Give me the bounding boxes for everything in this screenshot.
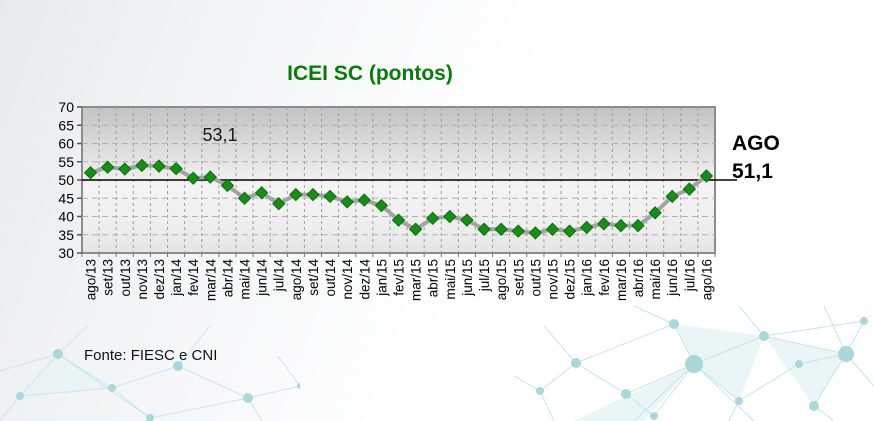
data-point-fev/14: [186, 171, 200, 185]
data-point-mar/14: [203, 170, 218, 184]
x-axis-label: ago/13: [84, 259, 99, 300]
x-axis-label: abr/16: [631, 259, 646, 297]
x-axis-label: jun/14: [255, 259, 270, 297]
x-axis-label: fev/14: [186, 259, 201, 296]
x-axis-label: jan/16: [580, 259, 595, 297]
data-point-fev/16: [597, 217, 611, 231]
latest-value: 51,1: [732, 160, 773, 183]
x-axis-label: out/13: [118, 259, 133, 297]
x-axis-label: out/14: [323, 259, 338, 297]
data-point-jan/15: [374, 198, 389, 213]
data-point-out/13: [118, 162, 132, 176]
x-axis-label: mai/14: [238, 259, 253, 300]
x-axis-label: mai/15: [443, 259, 458, 300]
y-axis-label: 50: [58, 172, 74, 188]
x-axis-label: mar/16: [614, 259, 629, 301]
data-point-nov/14: [340, 195, 354, 209]
annotation-53-1: 53,1: [202, 125, 238, 145]
x-axis-label: jan/14: [169, 259, 184, 297]
data-point-jul/14: [272, 197, 286, 211]
data-point-mai/15: [443, 209, 457, 224]
x-axis-label: out/15: [528, 259, 543, 297]
data-point-jan/14: [169, 161, 183, 176]
data-point-fev/15: [391, 213, 406, 227]
x-axis-label: ago/14: [289, 259, 304, 301]
y-axis-label: 35: [58, 227, 74, 243]
data-point-dez/14: [357, 193, 371, 207]
x-axis-label: fev/16: [597, 259, 612, 296]
data-point-set/14: [306, 187, 320, 202]
data-point-jun/15: [460, 213, 474, 227]
x-axis-label: abr/14: [220, 259, 235, 298]
x-axis-label: mar/15: [409, 259, 424, 301]
data-point-ago/14: [289, 187, 303, 202]
x-axis-label: dez/14: [357, 259, 372, 300]
data-point-mai/16: [648, 206, 662, 220]
data-point-set/13: [100, 160, 115, 174]
x-axis-label: nov/15: [545, 259, 560, 300]
source-note: Fonte: FIESC e CNI: [84, 347, 218, 364]
x-axis-label: dez/15: [563, 259, 578, 300]
latest-month-label: AGO: [732, 132, 780, 155]
x-axis-label: mai/16: [648, 259, 663, 300]
x-axis-label: abr/15: [426, 259, 441, 297]
x-axis-label: jun/16: [665, 259, 680, 297]
x-axis-label: jun/15: [460, 259, 475, 297]
y-axis-label: 40: [58, 209, 74, 225]
data-point-ago/13: [83, 165, 98, 180]
y-axis-label: 30: [58, 245, 74, 261]
x-axis-label: jul/15: [477, 259, 492, 292]
x-axis-label: jul/16: [682, 259, 697, 292]
data-point-mar/15: [408, 222, 423, 236]
x-axis-label: nov/13: [135, 259, 150, 300]
data-point-mar/16: [614, 218, 628, 233]
y-axis-label: 65: [58, 117, 74, 133]
data-point-abr/14: [220, 178, 235, 193]
data-point-set/15: [511, 224, 525, 238]
x-axis-label: jan/15: [374, 259, 389, 297]
y-axis-label: 45: [58, 190, 74, 206]
data-point-mai/14: [237, 191, 252, 205]
x-axis-label: ago/16: [699, 259, 714, 300]
data-point-jan/16: [579, 220, 594, 235]
data-point-nov/15: [545, 222, 560, 236]
data-point-out/14: [323, 189, 337, 204]
data-point-abr/16: [631, 218, 645, 233]
x-axis-label: jul/14: [272, 259, 287, 293]
x-axis-label: fev/15: [392, 259, 407, 296]
chart-title: ICEI SC (pontos): [287, 62, 453, 85]
data-point-out/15: [528, 226, 543, 240]
x-axis-label: set/14: [306, 259, 321, 296]
data-point-jul/16: [682, 182, 697, 196]
data-point-dez/13: [152, 159, 166, 173]
data-point-abr/15: [426, 211, 440, 226]
y-axis-label: 70: [58, 99, 74, 115]
x-axis-label: ago/15: [494, 259, 509, 300]
data-point-jun/14: [254, 186, 269, 200]
data-point-ago/15: [494, 222, 508, 236]
x-axis-label: mar/14: [203, 259, 218, 302]
x-axis-label: set/13: [101, 259, 116, 296]
y-axis-label: 60: [58, 136, 74, 152]
x-axis-label: nov/14: [340, 259, 355, 300]
data-point-jun/16: [665, 189, 679, 204]
x-axis-label: set/15: [511, 259, 526, 296]
x-axis-label: dez/13: [152, 259, 167, 300]
y-axis-label: 55: [58, 154, 74, 170]
data-point-nov/13: [135, 158, 149, 173]
latest-value-callout: AGO 51,1: [732, 130, 780, 186]
data-point-ago/16: [699, 169, 714, 183]
data-point-dez/15: [562, 224, 577, 238]
data-point-jul/15: [477, 222, 491, 236]
